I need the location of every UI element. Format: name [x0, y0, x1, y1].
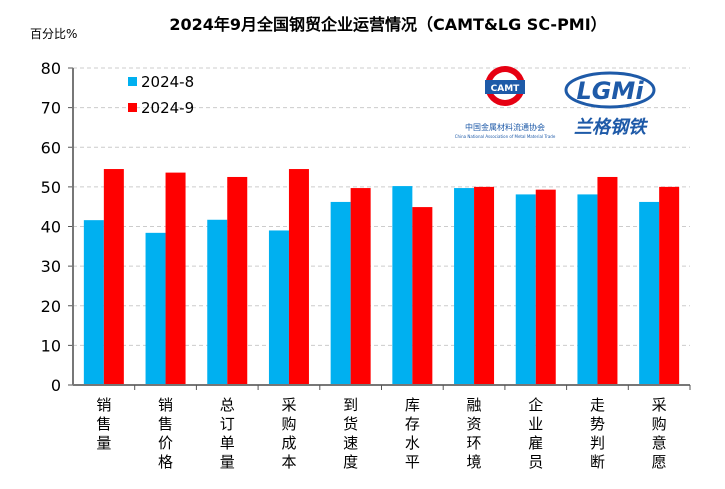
y-tick-label: 20 — [41, 297, 61, 316]
y-tick-label: 30 — [41, 257, 61, 276]
bar-2024-9 — [165, 172, 186, 385]
bar-2024-9 — [474, 186, 495, 385]
bar-2024-9 — [288, 169, 309, 385]
bar-2024-8 — [145, 232, 166, 385]
x-tick-label: 企业雇员 — [528, 396, 543, 471]
bar-2024-8 — [639, 201, 660, 385]
bar-2024-9 — [227, 176, 248, 385]
y-tick-label: 40 — [41, 218, 61, 237]
bar-2024-9 — [412, 207, 433, 385]
x-tick-label: 采购成本 — [281, 396, 296, 471]
bar-2024-8 — [330, 201, 351, 385]
x-tick-label: 库存水平 — [405, 396, 420, 471]
bar-2024-9 — [535, 189, 556, 385]
svg-text:LGMi: LGMi — [576, 77, 644, 105]
y-axis-label: 百分比% — [30, 27, 77, 41]
svg-text:中国金属材料流通协会: 中国金属材料流通协会 — [465, 122, 545, 132]
y-tick-label: 80 — [41, 59, 61, 78]
camt-logo: CAMT 中国金属材料流通协会 China National Associati… — [455, 66, 556, 139]
x-tick-label: 融资环境 — [467, 396, 482, 471]
bar-2024-8 — [454, 188, 475, 385]
lgmi-logo: LGMi 兰格钢铁 — [564, 71, 656, 138]
y-tick-label: 0 — [51, 376, 61, 395]
svg-text:兰格钢铁: 兰格钢铁 — [574, 117, 649, 138]
svg-text:CAMT: CAMT — [491, 84, 521, 94]
bar-2024-8 — [577, 194, 598, 385]
legend-swatch — [128, 103, 137, 112]
x-tick-label: 总订单量 — [220, 396, 235, 471]
bar-2024-9 — [103, 169, 124, 385]
bar-2024-8 — [268, 230, 289, 385]
x-tick-label: 采购意愿 — [652, 396, 667, 471]
y-tick-label: 10 — [41, 336, 61, 355]
x-tick-label: 走势判断 — [590, 396, 605, 471]
legend-label: 2024-9 — [141, 99, 194, 117]
bar-2024-8 — [207, 219, 228, 385]
legend-label: 2024-8 — [141, 73, 194, 91]
bar-2024-9 — [659, 186, 680, 385]
svg-text:China National Association of: China National Association of Metal Mate… — [455, 134, 556, 139]
chart-title: 2024年9月全国钢贸企业运营情况（CAMT&LG SC-PMI） — [169, 15, 606, 34]
bar-2024-9 — [350, 188, 371, 385]
bar-2024-8 — [392, 186, 413, 385]
x-tick-label: 销售价格 — [158, 396, 173, 471]
bar-2024-8 — [83, 220, 104, 385]
bar-2024-8 — [515, 194, 536, 385]
y-tick-label: 50 — [41, 178, 61, 197]
y-tick-label: 60 — [41, 138, 61, 157]
y-tick-label: 70 — [41, 99, 61, 118]
x-tick-label: 销售量 — [96, 396, 111, 452]
bar-2024-9 — [597, 176, 618, 385]
x-tick-label: 到货速度 — [343, 396, 358, 471]
legend-swatch — [128, 77, 137, 86]
